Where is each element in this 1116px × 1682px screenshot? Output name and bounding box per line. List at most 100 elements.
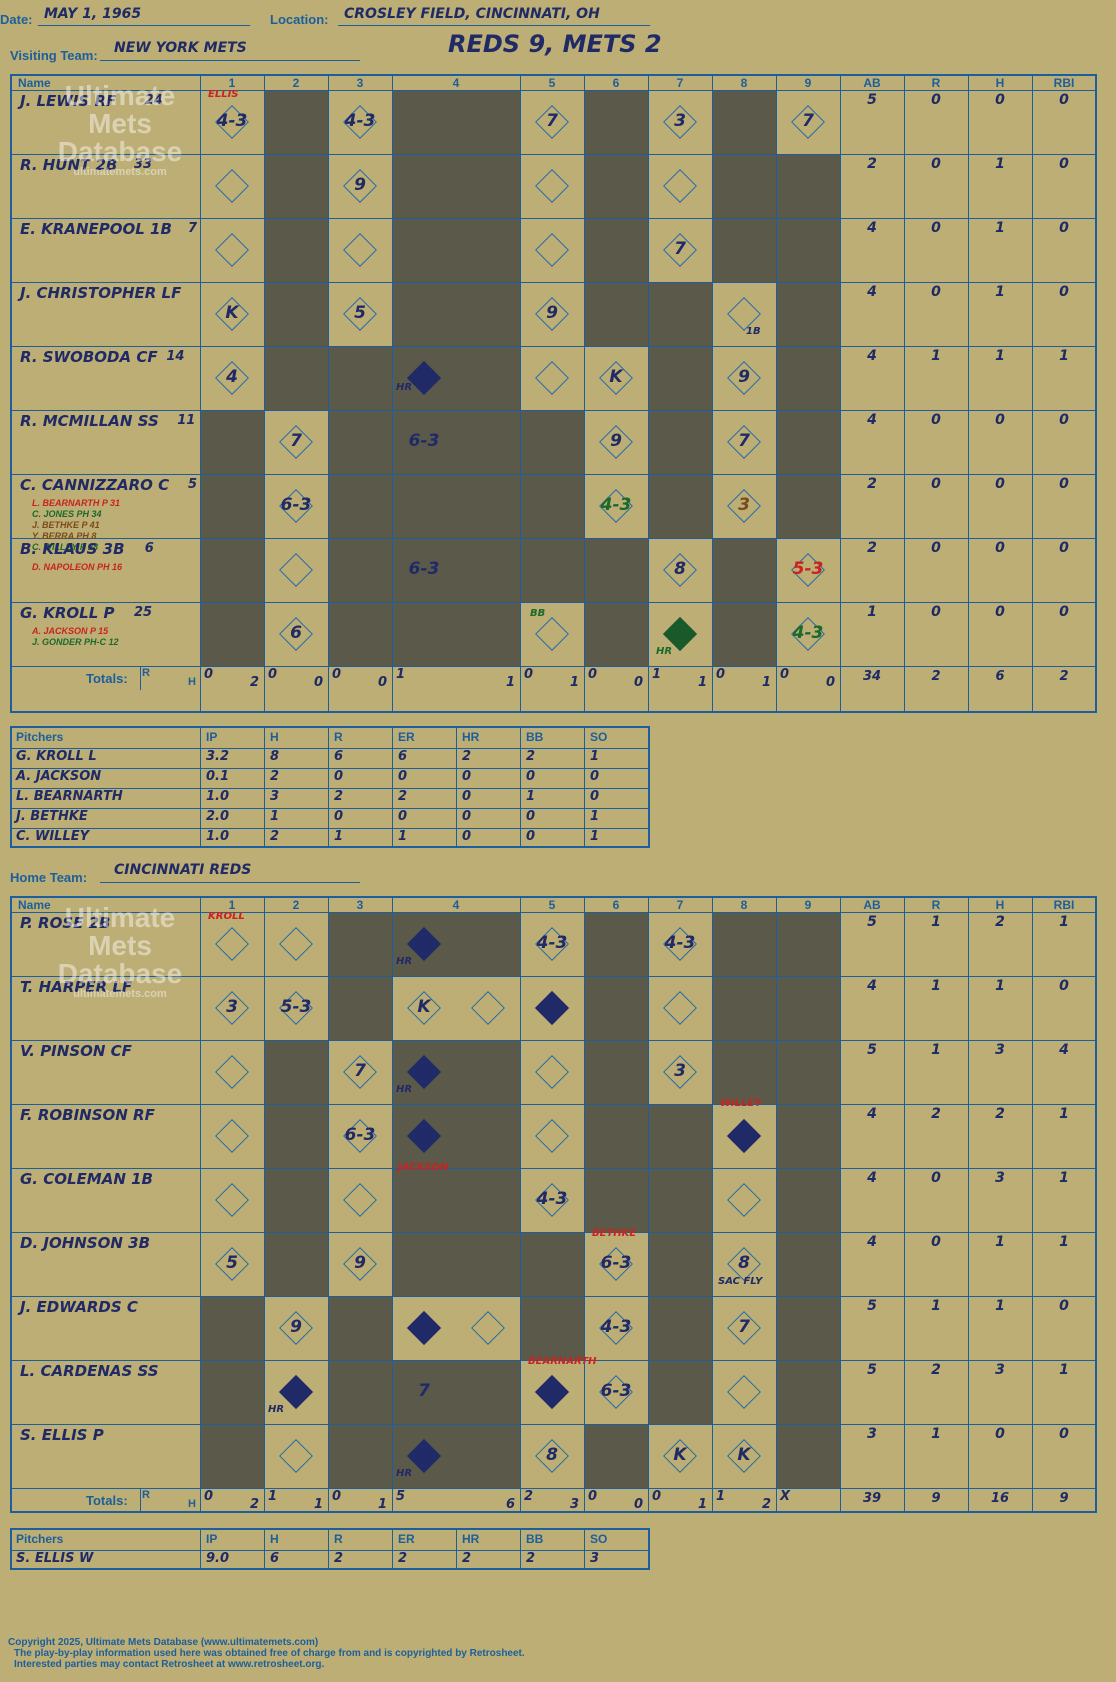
h-pitchers-header: Pitchers (16, 1532, 64, 1546)
v-empty-cell (648, 346, 712, 410)
v-player-number: 14 (166, 349, 185, 364)
v-inning-hits: 1 (506, 675, 516, 690)
v-grid-line (12, 410, 1095, 411)
v-inning-hits: 0 (314, 675, 324, 690)
v-pitcher-stat: 0 (462, 809, 472, 824)
h-pitch-col-hr: HR (462, 1532, 480, 1546)
v-player-number: 33 (134, 157, 153, 172)
v-grid-line (12, 808, 648, 809)
v-stat-rbi: 0 (1059, 92, 1069, 108)
h-empty-cell (776, 1168, 840, 1232)
h-stat-h: 2 (995, 914, 1005, 930)
h-grid-line (456, 1530, 457, 1568)
h-annotation: SAC FLY (718, 1276, 763, 1287)
v-empty-cell (392, 154, 520, 218)
h-grid-line (968, 898, 969, 1511)
v-inning-hits: 1 (570, 675, 580, 690)
h-stat-rbi: 1 (1059, 1362, 1069, 1378)
v-grid-line (200, 728, 201, 846)
v-inning-hits: 0 (378, 675, 388, 690)
v-inning-runs: 1 (652, 667, 662, 682)
h-diamond (215, 927, 249, 961)
v-stat-h: 0 (995, 604, 1005, 620)
v-stat-ab: 4 (867, 284, 877, 300)
v-empty-cell (584, 602, 648, 666)
h-run-scored-diamond (727, 1119, 761, 1153)
home-underline (100, 862, 360, 883)
v-grid-line (12, 788, 648, 789)
h-run-scored-diamond (535, 991, 569, 1025)
h-inning-hits: 2 (250, 1497, 260, 1512)
h-col-ab: AB (863, 898, 881, 912)
v-substitute: Y. BERRA PH 8 (32, 531, 97, 541)
v-empty-cell (584, 538, 648, 602)
v-pitcher-name: A. JACKSON (16, 769, 102, 784)
h-pitcher-stat: 2 (334, 1551, 344, 1566)
v-empty-cell (200, 410, 264, 474)
h-logo-text: Ultimate (64, 902, 176, 933)
v-player-name: R. SWOBODA CF (20, 348, 158, 366)
v-empty-cell (392, 90, 520, 154)
v-grid-line (712, 76, 713, 711)
h-stat-ab: 5 (867, 1298, 877, 1314)
v-grid-line (1096, 76, 1097, 711)
h-stat-ab: 4 (867, 1234, 877, 1250)
v-grid-line (776, 76, 777, 711)
h-diamond (343, 1183, 377, 1217)
h-player-name: F. ROBINSON RF (20, 1106, 155, 1124)
footer: Copyright 2025, Ultimate Mets Database (… (8, 1637, 525, 1670)
h-stat-ab: 3 (867, 1426, 877, 1442)
v-col-inning-6: 6 (612, 76, 620, 90)
h-play-mark: 9 (354, 1253, 366, 1273)
v-grid-line (392, 76, 393, 711)
v-inning-runs: 0 (588, 667, 598, 682)
v-pitcher-stat: 2 (334, 789, 344, 804)
v-pitcher-stat: 2 (270, 829, 280, 844)
h-stat-rbi: 4 (1059, 1042, 1069, 1058)
v-pitcher-stat: 0 (526, 769, 536, 784)
v-player-number: 6 (144, 541, 154, 556)
h-empty-cell (584, 1424, 648, 1488)
h-inning-runs: 2 (524, 1489, 534, 1504)
location-label: Location: (270, 12, 329, 27)
h-play-mark: 6-3 (344, 1125, 376, 1145)
v-grid-line (904, 76, 905, 711)
v-diamond (535, 233, 569, 267)
v-col-inning-3: 3 (356, 76, 364, 90)
v-grid-line (12, 768, 648, 769)
v-pitcher-stat: 0 (398, 809, 408, 824)
h-play-mark: 5 (226, 1253, 238, 1273)
v-empty-cell (776, 346, 840, 410)
v-diamond (535, 361, 569, 395)
v-col-inning-4: 4 (452, 76, 460, 90)
v-play-mark: 7 (674, 239, 686, 259)
h-pitch-col-bb: BB (526, 1532, 544, 1546)
h-grid-line (12, 1168, 1095, 1169)
v-grid-line (328, 76, 329, 711)
v-grid-line (392, 728, 393, 846)
v-pitcher-name: G. KROLL L (16, 749, 97, 764)
v-grid-line (12, 474, 1095, 475)
v-logo-text: Mets (88, 108, 152, 139)
v-pitcher-name: L. BEARNARTH (16, 789, 123, 804)
h-totals-label: Totals: (86, 1493, 128, 1508)
v-empty-cell (328, 602, 392, 666)
v-play-mark: K (609, 367, 623, 387)
v-col-h: H (995, 76, 1005, 90)
v-empty-cell (648, 474, 712, 538)
h-empty-cell (584, 1104, 648, 1168)
v-grid-line (264, 728, 265, 846)
v-player-number: 11 (177, 413, 196, 428)
v-totals-h-label: H (188, 676, 196, 688)
v-empty-cell (776, 218, 840, 282)
v-player-name: J. LEWIS RF (20, 92, 117, 110)
v-col-inning-5: 5 (548, 76, 556, 90)
h-stat-h: 1 (995, 1234, 1005, 1250)
v-grid-line (456, 728, 457, 846)
h-empty-cell (200, 1296, 264, 1360)
h-totals-r-label: R (142, 1489, 150, 1501)
h-empty-cell (712, 976, 776, 1040)
h-grid-line (520, 1530, 521, 1568)
v-stat-ab: 1 (867, 604, 877, 620)
v-grid-line (12, 748, 648, 749)
